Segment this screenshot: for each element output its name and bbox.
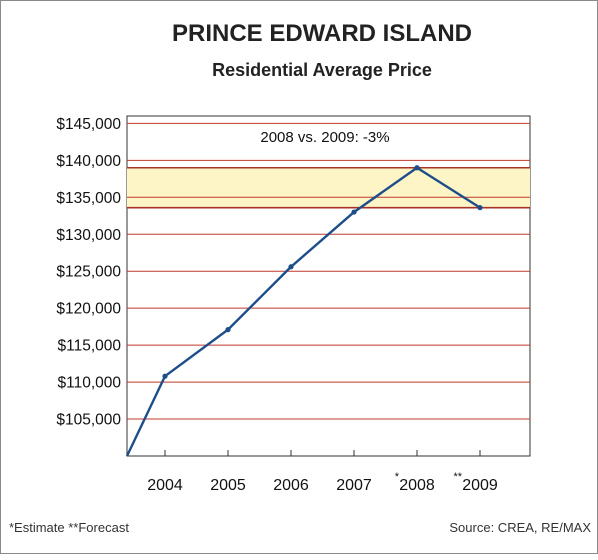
- y-tick-label: $120,000: [56, 301, 121, 318]
- y-tick-label: $130,000: [56, 227, 121, 244]
- x-tick-label: 2005: [210, 477, 246, 494]
- y-tick-labels: $105,000 $110,000 $115,000 $120,000 $125,000…: [56, 116, 121, 429]
- y-tick-label: $115,000: [58, 338, 122, 355]
- x-tick-marker: *: [395, 471, 400, 483]
- data-point: [351, 209, 357, 215]
- chart-title: PRINCE EDWARD ISLAND: [172, 20, 472, 47]
- data-point: [477, 205, 483, 211]
- x-tick-label: 2006: [273, 477, 309, 494]
- data-point: [162, 373, 168, 379]
- chart-subtitle: Residential Average Price: [212, 60, 432, 80]
- x-tick-label: 2004: [147, 477, 183, 494]
- y-tick-label: $140,000: [56, 153, 121, 170]
- footnote-right: Source: CREA, RE/MAX: [449, 520, 591, 535]
- annotation-background: [241, 125, 409, 147]
- data-point: [414, 165, 420, 171]
- plot-frame: [126, 115, 531, 457]
- highlight-band-layer: [127, 166, 530, 209]
- data-point: [225, 327, 231, 333]
- data-point: [288, 264, 294, 270]
- x-tick-marker: **: [453, 471, 462, 483]
- y-tick-label: $145,000: [56, 116, 121, 133]
- x-tick-label: 2008: [399, 477, 435, 494]
- y-tick-label: $110,000: [58, 375, 122, 392]
- footnote-left: *Estimate **Forecast: [9, 520, 129, 535]
- y-tick-label: $135,000: [56, 190, 121, 207]
- x-tick-label: 2007: [336, 477, 372, 494]
- y-tick-label: $125,000: [56, 264, 121, 281]
- chart-annotation: 2008 vs. 2009: -3%: [260, 129, 389, 146]
- highlight-band: [127, 167, 530, 208]
- series-line: [125, 166, 481, 457]
- x-tick-labels: 2004 2005 2006 2007 2008* 2009**: [147, 450, 498, 494]
- x-tick-label: 2009: [462, 477, 498, 494]
- series-layer: [125, 165, 483, 457]
- y-tick-label: $105,000: [56, 412, 121, 429]
- annotation-layer: 2008 vs. 2009: -3%: [241, 125, 409, 147]
